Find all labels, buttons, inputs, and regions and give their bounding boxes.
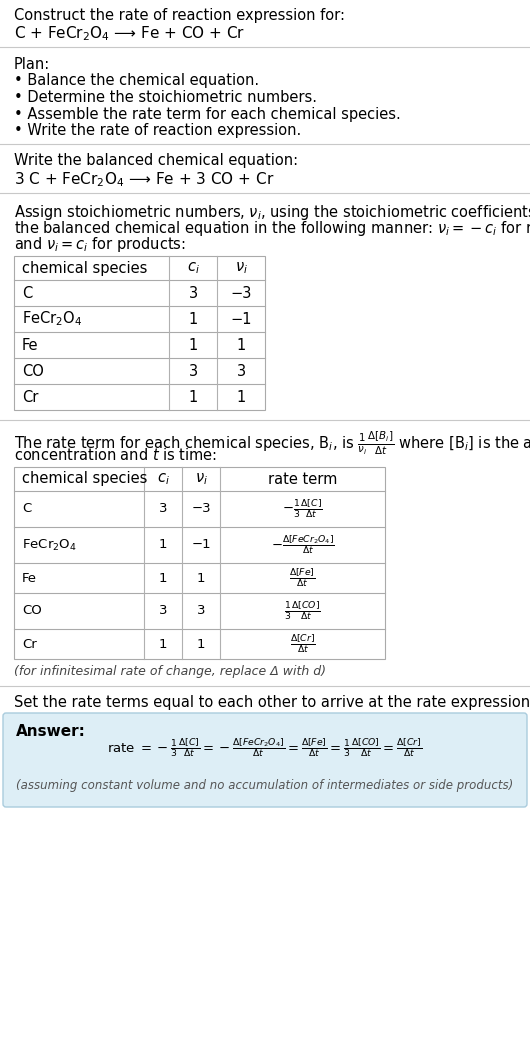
Text: 1: 1 bbox=[236, 337, 245, 353]
Text: (assuming constant volume and no accumulation of intermediates or side products): (assuming constant volume and no accumul… bbox=[16, 780, 514, 792]
Text: Fe: Fe bbox=[22, 337, 39, 353]
Text: (for infinitesimal rate of change, replace Δ with d): (for infinitesimal rate of change, repla… bbox=[14, 665, 326, 678]
Text: $-\frac{1}{3}\frac{\Delta[C]}{\Delta t}$: $-\frac{1}{3}\frac{\Delta[C]}{\Delta t}$ bbox=[282, 498, 323, 520]
Text: C + FeCr$_2$O$_4$ ⟶ Fe + CO + Cr: C + FeCr$_2$O$_4$ ⟶ Fe + CO + Cr bbox=[14, 25, 245, 44]
Text: 1: 1 bbox=[197, 637, 205, 651]
Text: Plan:: Plan: bbox=[14, 57, 50, 72]
Bar bbox=[14, 467, 385, 659]
Text: Cr: Cr bbox=[22, 637, 37, 651]
Text: $-\frac{\Delta[FeCr_2O_4]}{\Delta t}$: $-\frac{\Delta[FeCr_2O_4]}{\Delta t}$ bbox=[270, 534, 334, 556]
Text: 1: 1 bbox=[188, 311, 198, 327]
Text: 1: 1 bbox=[188, 389, 198, 405]
Text: 3: 3 bbox=[197, 604, 205, 618]
Text: 3: 3 bbox=[189, 363, 198, 379]
Text: FeCr$_2$O$_4$: FeCr$_2$O$_4$ bbox=[22, 309, 82, 328]
Text: 3: 3 bbox=[159, 502, 167, 516]
Text: and $\nu_i = c_i$ for products:: and $\nu_i = c_i$ for products: bbox=[14, 236, 185, 254]
Text: Answer:: Answer: bbox=[16, 723, 86, 739]
Text: 1: 1 bbox=[188, 337, 198, 353]
Text: 3 C + FeCr$_2$O$_4$ ⟶ Fe + 3 CO + Cr: 3 C + FeCr$_2$O$_4$ ⟶ Fe + 3 CO + Cr bbox=[14, 170, 275, 189]
Text: C: C bbox=[22, 285, 32, 300]
Text: $\frac{\Delta[Fe]}{\Delta t}$: $\frac{\Delta[Fe]}{\Delta t}$ bbox=[289, 567, 316, 589]
Text: 1: 1 bbox=[159, 539, 167, 551]
Text: 1: 1 bbox=[236, 389, 245, 405]
Text: The rate term for each chemical species, B$_i$, is $\frac{1}{\nu_i}\frac{\Delta[: The rate term for each chemical species,… bbox=[14, 430, 530, 458]
Text: Assign stoichiometric numbers, $\nu_i$, using the stoichiometric coefficients, $: Assign stoichiometric numbers, $\nu_i$, … bbox=[14, 202, 530, 221]
Text: C: C bbox=[22, 502, 31, 516]
Text: 1: 1 bbox=[197, 572, 205, 584]
Text: rate $= -\frac{1}{3}\frac{\Delta[C]}{\Delta t} = -\frac{\Delta[FeCr_2O_4]}{\Delt: rate $= -\frac{1}{3}\frac{\Delta[C]}{\De… bbox=[108, 737, 422, 760]
Text: Cr: Cr bbox=[22, 389, 38, 405]
Text: the balanced chemical equation in the following manner: $\nu_i = -c_i$ for react: the balanced chemical equation in the fo… bbox=[14, 219, 530, 238]
Text: CO: CO bbox=[22, 604, 42, 618]
Text: • Assemble the rate term for each chemical species.: • Assemble the rate term for each chemic… bbox=[14, 107, 401, 121]
Text: • Determine the stoichiometric numbers.: • Determine the stoichiometric numbers. bbox=[14, 90, 317, 105]
Text: 3: 3 bbox=[236, 363, 245, 379]
Text: chemical species: chemical species bbox=[22, 261, 147, 275]
Text: 1: 1 bbox=[159, 637, 167, 651]
Text: • Write the rate of reaction expression.: • Write the rate of reaction expression. bbox=[14, 122, 301, 138]
Text: Write the balanced chemical equation:: Write the balanced chemical equation: bbox=[14, 154, 298, 168]
Text: $\frac{\Delta[Cr]}{\Delta t}$: $\frac{\Delta[Cr]}{\Delta t}$ bbox=[289, 633, 315, 655]
Text: Set the rate terms equal to each other to arrive at the rate expression:: Set the rate terms equal to each other t… bbox=[14, 695, 530, 710]
Text: 3: 3 bbox=[159, 604, 167, 618]
Text: 3: 3 bbox=[189, 285, 198, 300]
Text: $c_i$: $c_i$ bbox=[156, 471, 170, 487]
Text: $\nu_i$: $\nu_i$ bbox=[234, 261, 248, 276]
Text: chemical species: chemical species bbox=[22, 471, 147, 487]
Text: −1: −1 bbox=[191, 539, 211, 551]
Bar bbox=[14, 256, 265, 410]
Text: −3: −3 bbox=[231, 285, 252, 300]
Text: −1: −1 bbox=[230, 311, 252, 327]
Text: $c_i$: $c_i$ bbox=[187, 261, 199, 276]
Text: −3: −3 bbox=[191, 502, 211, 516]
Text: concentration and $t$ is time:: concentration and $t$ is time: bbox=[14, 446, 217, 463]
Text: • Balance the chemical equation.: • Balance the chemical equation. bbox=[14, 74, 259, 88]
Text: FeCr$_2$O$_4$: FeCr$_2$O$_4$ bbox=[22, 538, 77, 552]
Text: CO: CO bbox=[22, 363, 44, 379]
Text: Fe: Fe bbox=[22, 572, 37, 584]
Text: rate term: rate term bbox=[268, 471, 337, 487]
Text: 1: 1 bbox=[159, 572, 167, 584]
Text: $\frac{1}{3}\frac{\Delta[CO]}{\Delta t}$: $\frac{1}{3}\frac{\Delta[CO]}{\Delta t}$ bbox=[284, 600, 321, 622]
Text: Construct the rate of reaction expression for:: Construct the rate of reaction expressio… bbox=[14, 8, 345, 23]
Text: $\nu_i$: $\nu_i$ bbox=[195, 471, 207, 487]
FancyBboxPatch shape bbox=[3, 713, 527, 807]
